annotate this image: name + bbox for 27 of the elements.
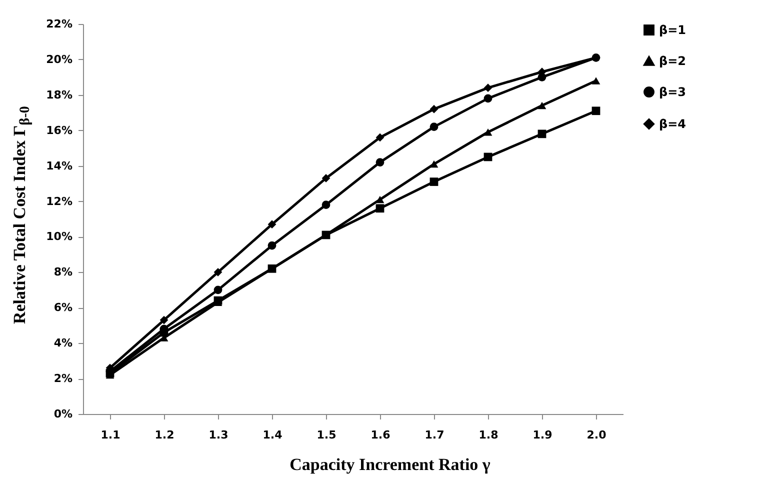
y-tick-label: 8%	[54, 266, 72, 279]
x-axis-title: Capacity Increment Ratio γ	[288, 455, 492, 475]
x-tick-label: 1.4	[262, 428, 283, 442]
x-tick-label: 1.8	[478, 428, 498, 442]
y-tick-label: 10%	[46, 230, 72, 244]
y-tick-label: 14%	[46, 159, 72, 172]
y-tick-label: 2%	[54, 372, 72, 386]
legend-label: β=4	[659, 117, 686, 131]
y-tick-label: 20%	[46, 52, 72, 66]
y-tick-label: 0%	[54, 408, 72, 420]
y-tick-label: 6%	[54, 301, 72, 314]
legend-label: β=2	[659, 54, 686, 68]
y-tick-label: 12%	[46, 194, 72, 208]
x-tick-label: 1.2	[154, 428, 174, 442]
x-tick-label: 1.6	[370, 428, 391, 442]
x-tick-label: 1.9	[532, 428, 552, 442]
x-tick-label: 1.1	[100, 428, 120, 442]
x-tick-label: 2.0	[586, 428, 607, 442]
legend-label: β=3	[659, 85, 686, 99]
y-tick-label: 18%	[46, 88, 72, 102]
y-tick-label: 4%	[54, 336, 72, 350]
x-tick-label: 1.7	[424, 428, 444, 442]
y-tick-label: 22%	[46, 18, 72, 30]
legend-label: β=1	[659, 23, 686, 37]
x-tick-label: 1.3	[208, 428, 228, 442]
x-tick-label: 1.5	[316, 428, 336, 442]
y-tick-label: 16%	[46, 124, 72, 137]
